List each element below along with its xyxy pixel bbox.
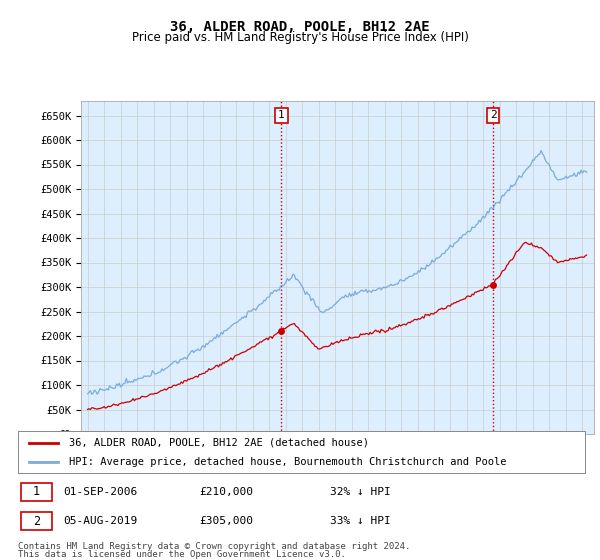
Text: 36, ALDER ROAD, POOLE, BH12 2AE (detached house): 36, ALDER ROAD, POOLE, BH12 2AE (detache… [69,437,369,447]
FancyBboxPatch shape [21,512,52,530]
Text: £210,000: £210,000 [199,487,253,497]
Text: 33% ↓ HPI: 33% ↓ HPI [330,516,391,526]
Text: 36, ALDER ROAD, POOLE, BH12 2AE: 36, ALDER ROAD, POOLE, BH12 2AE [170,20,430,34]
Text: 01-SEP-2006: 01-SEP-2006 [64,487,137,497]
Text: £305,000: £305,000 [199,516,253,526]
Text: This data is licensed under the Open Government Licence v3.0.: This data is licensed under the Open Gov… [18,550,346,559]
Text: 05-AUG-2019: 05-AUG-2019 [64,516,137,526]
Text: 1: 1 [33,485,40,498]
Text: Price paid vs. HM Land Registry's House Price Index (HPI): Price paid vs. HM Land Registry's House … [131,31,469,44]
Text: 1: 1 [278,110,285,120]
Text: Contains HM Land Registry data © Crown copyright and database right 2024.: Contains HM Land Registry data © Crown c… [18,542,410,550]
Text: 2: 2 [33,515,40,528]
Text: HPI: Average price, detached house, Bournemouth Christchurch and Poole: HPI: Average price, detached house, Bour… [69,457,506,467]
FancyBboxPatch shape [21,483,52,501]
Text: 2: 2 [490,110,496,120]
Text: 32% ↓ HPI: 32% ↓ HPI [330,487,391,497]
